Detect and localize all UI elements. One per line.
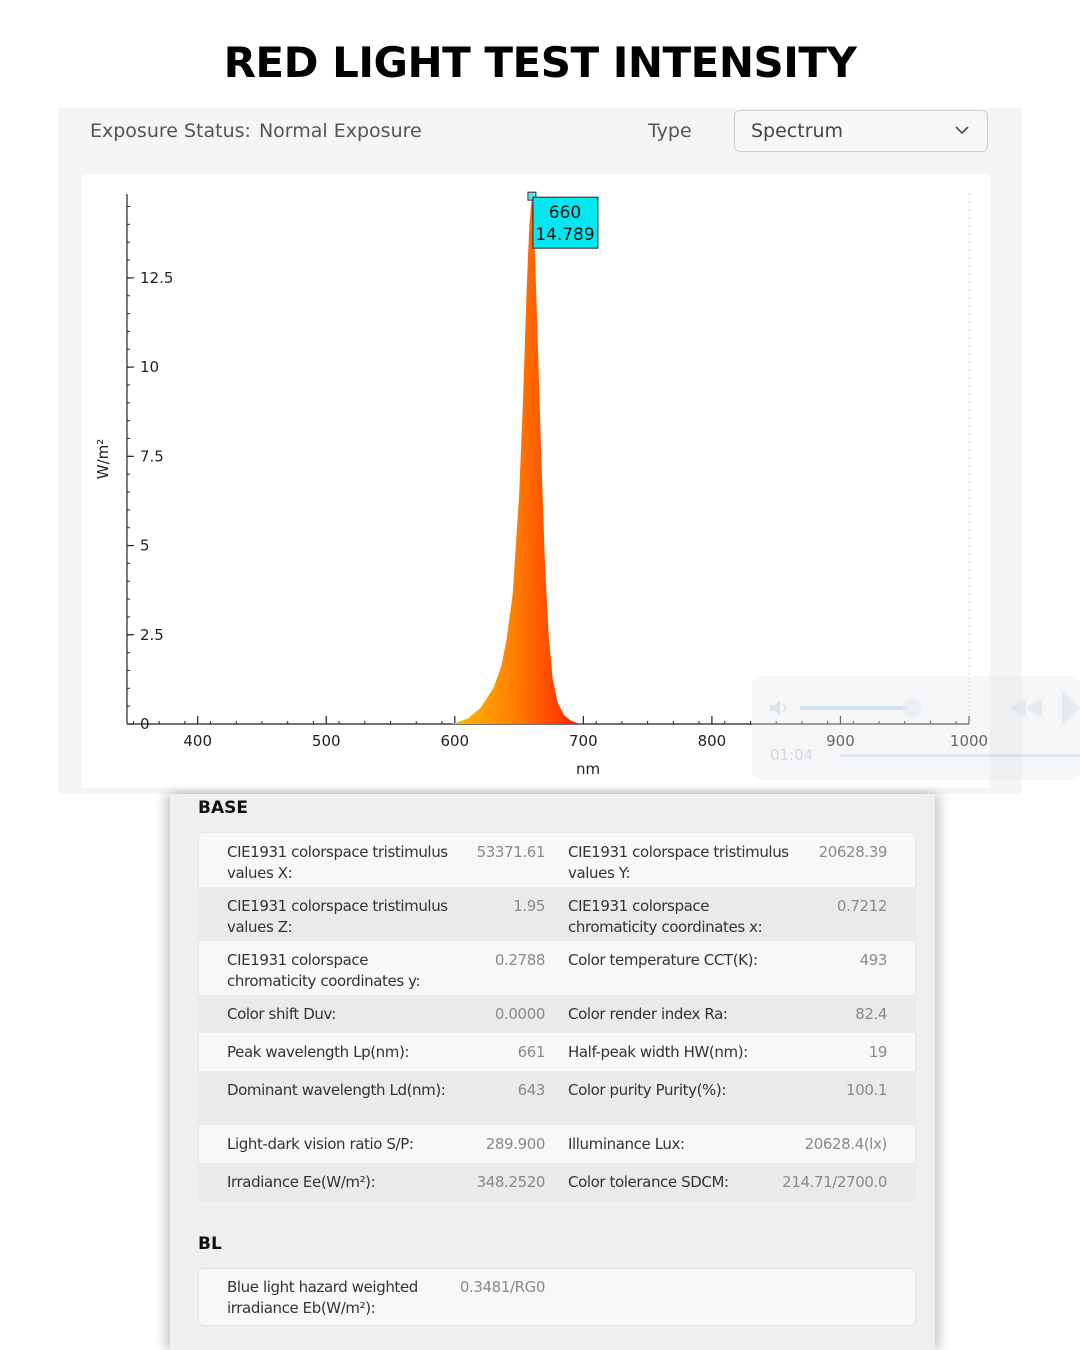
x-tick-label: 600 xyxy=(440,732,469,750)
spectrum-chart: 0 2.5 5 7.5 10 12.5 400 500 600 700 800 900 1000 nm W/… xyxy=(82,174,990,788)
row-label: Color shift Duv: xyxy=(227,1005,336,1023)
x-tick-label: 700 xyxy=(569,732,598,750)
exposure-status-label: Exposure Status: xyxy=(90,120,251,142)
volume-icon[interactable] xyxy=(768,698,792,718)
page-title: RED LIGHT TEST INTENSITY xyxy=(223,38,857,87)
peak-label-y: 14.789 xyxy=(535,225,594,245)
row-value: 214.71/2700.0 xyxy=(782,1173,887,1191)
spectrum-panel: Exposure Status: Normal Exposure Type Spe… xyxy=(58,108,1080,794)
row-value: 20628.4(lx) xyxy=(804,1135,888,1153)
peak-label-box xyxy=(532,196,599,249)
table-row: Peak wavelength Lp(nm): 661 Half-peak widt… xyxy=(199,1033,915,1071)
row-value: 0.2788 xyxy=(494,951,545,969)
row-label: CIE1931 colorspace chromaticity coordina… xyxy=(227,951,421,990)
row-label: CIE1931 colorspace tristimulus values Z: xyxy=(227,897,448,936)
row-label: CIE1931 colorspace tristimulus values X: xyxy=(227,843,448,882)
y-tick-label: 2.5 xyxy=(140,626,164,644)
row-label: Illuminance Lux: xyxy=(568,1135,685,1153)
peak-marker xyxy=(527,191,537,201)
spectrum-chart-svg: 0 2.5 5 7.5 10 12.5 400 500 600 700 800 900 1000 nm W/… xyxy=(94,191,988,778)
row-label: CIE1931 colorspace chromaticity coordina… xyxy=(568,897,763,936)
row-label: Color tolerance SDCM: xyxy=(568,1173,729,1191)
bl-label: Blue light hazard weighted irradiance Eb… xyxy=(227,1278,418,1317)
table-row: CIE1931 colorspace tristimulus values X:… xyxy=(199,833,915,887)
base-results-table: CIE1931 colorspace tristimulus values X:… xyxy=(198,832,916,1202)
volume-slider-knob[interactable] xyxy=(902,698,922,718)
base-section-title: BASE xyxy=(198,798,248,818)
table-row: CIE1931 colorspace chromaticity coordina… xyxy=(199,941,915,995)
bl-section-title: BL xyxy=(198,1234,222,1254)
row-label: Light-dark vision ratio S/P: xyxy=(227,1135,414,1153)
row-value: 0.7212 xyxy=(836,897,887,915)
row-value: 1.95 xyxy=(513,897,545,915)
row-value: 53371.61 xyxy=(476,843,546,861)
type-label: Type xyxy=(648,120,692,142)
row-label: Irradiance Ee(W/m²): xyxy=(227,1173,376,1191)
media-player-overlay: 01:04 xyxy=(752,676,1080,780)
row-value: 643 xyxy=(517,1081,546,1099)
y-tick-label: 10 xyxy=(140,358,159,376)
row-label: Dominant wavelength Ld(nm): xyxy=(227,1081,446,1099)
table-row: Irradiance Ee(W/m²): 348.2520 Color tolera… xyxy=(199,1163,915,1201)
table-row: CIE1931 colorspace tristimulus values Z:… xyxy=(199,887,915,941)
row-value: 0.0000 xyxy=(494,1005,545,1023)
spectrum-area xyxy=(452,196,584,724)
volume-slider[interactable] xyxy=(800,706,908,710)
y-tick-label: 5 xyxy=(140,537,150,555)
row-value: 493 xyxy=(859,951,888,969)
row-label: Color temperature CCT(K): xyxy=(568,951,758,969)
row-value: 82.4 xyxy=(855,1005,887,1023)
media-time: 01:04 xyxy=(770,746,814,764)
table-row: Dominant wavelength Ld(nm): 643 Color puri… xyxy=(199,1071,915,1125)
exposure-status-value: Normal Exposure xyxy=(258,120,422,142)
row-value: 19 xyxy=(868,1043,888,1061)
table-row: Light-dark vision ratio S/P: 289.900 Illum… xyxy=(199,1125,915,1163)
row-value: 100.1 xyxy=(846,1081,887,1099)
row-value: 661 xyxy=(517,1043,546,1061)
chart-series xyxy=(452,196,584,724)
row-value: 348.2520 xyxy=(476,1173,546,1191)
y-tick-label: 0 xyxy=(140,715,150,733)
row-label: Half-peak width HW(nm): xyxy=(568,1043,748,1061)
row-label: Color purity Purity(%): xyxy=(568,1081,727,1099)
row-label: Color render index Ra: xyxy=(568,1005,728,1023)
exposure-status: Exposure Status: Normal Exposure xyxy=(90,120,422,142)
y-axis-label: W/m² xyxy=(94,439,112,480)
row-label: CIE1931 colorspace tristimulus values Y: xyxy=(568,843,789,882)
table-row: Color shift Duv: 0.0000 Color render index… xyxy=(199,995,915,1033)
y-tick-label: 12.5 xyxy=(140,269,173,287)
x-tick-label: 800 xyxy=(698,732,727,750)
x-tick-label: 400 xyxy=(183,732,212,750)
rewind-icon[interactable] xyxy=(1008,694,1044,722)
bl-results-table: Blue light hazard weighted irradiance Eb… xyxy=(198,1268,916,1326)
x-axis-label: nm xyxy=(576,760,600,778)
x-tick-label: 500 xyxy=(312,732,341,750)
type-dropdown-value: Spectrum xyxy=(751,120,844,142)
peak-label-x: 660 xyxy=(549,203,581,223)
type-dropdown[interactable]: Spectrum xyxy=(734,110,988,152)
x-tick-label: 1000 xyxy=(950,732,988,750)
y-tick-label: 7.5 xyxy=(140,447,164,465)
row-label: Peak wavelength Lp(nm): xyxy=(227,1043,410,1061)
results-panel: BASE CIE1931 colorspace tristimulus valu… xyxy=(170,794,935,1350)
x-tick-label: 900 xyxy=(826,732,855,750)
bl-value: 0.3481/RG0 xyxy=(459,1278,546,1296)
chevron-down-icon xyxy=(955,126,969,135)
row-value: 289.900 xyxy=(485,1135,546,1153)
media-progress-bar[interactable] xyxy=(840,754,1080,757)
row-value: 20628.39 xyxy=(818,843,888,861)
play-icon[interactable] xyxy=(1060,688,1080,728)
